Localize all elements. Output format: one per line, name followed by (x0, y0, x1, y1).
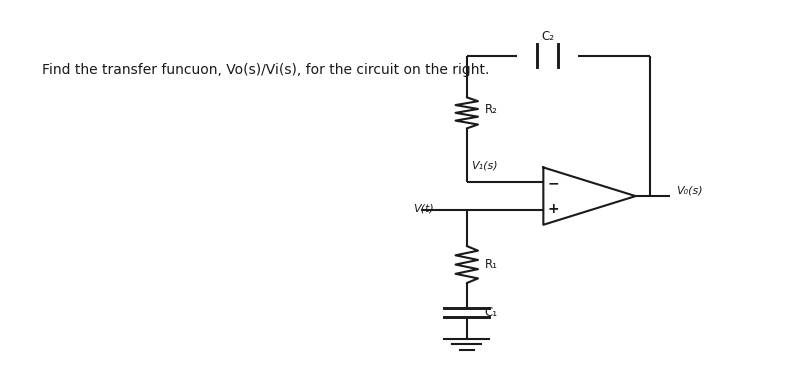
Text: V₁(s): V₁(s) (471, 161, 497, 171)
Text: +: + (548, 202, 560, 216)
Text: R₂: R₂ (484, 102, 497, 116)
Text: V₀(s): V₀(s) (676, 185, 703, 196)
Text: Find the transfer funcuon, Vo(s)/Vi(s), for the circuit on the right.: Find the transfer funcuon, Vo(s)/Vi(s), … (42, 63, 489, 77)
Text: R₁: R₁ (484, 258, 497, 271)
Text: C₂: C₂ (541, 30, 554, 43)
Text: −: − (548, 176, 560, 191)
Text: V(t): V(t) (413, 204, 434, 213)
Text: C₁: C₁ (484, 306, 497, 319)
